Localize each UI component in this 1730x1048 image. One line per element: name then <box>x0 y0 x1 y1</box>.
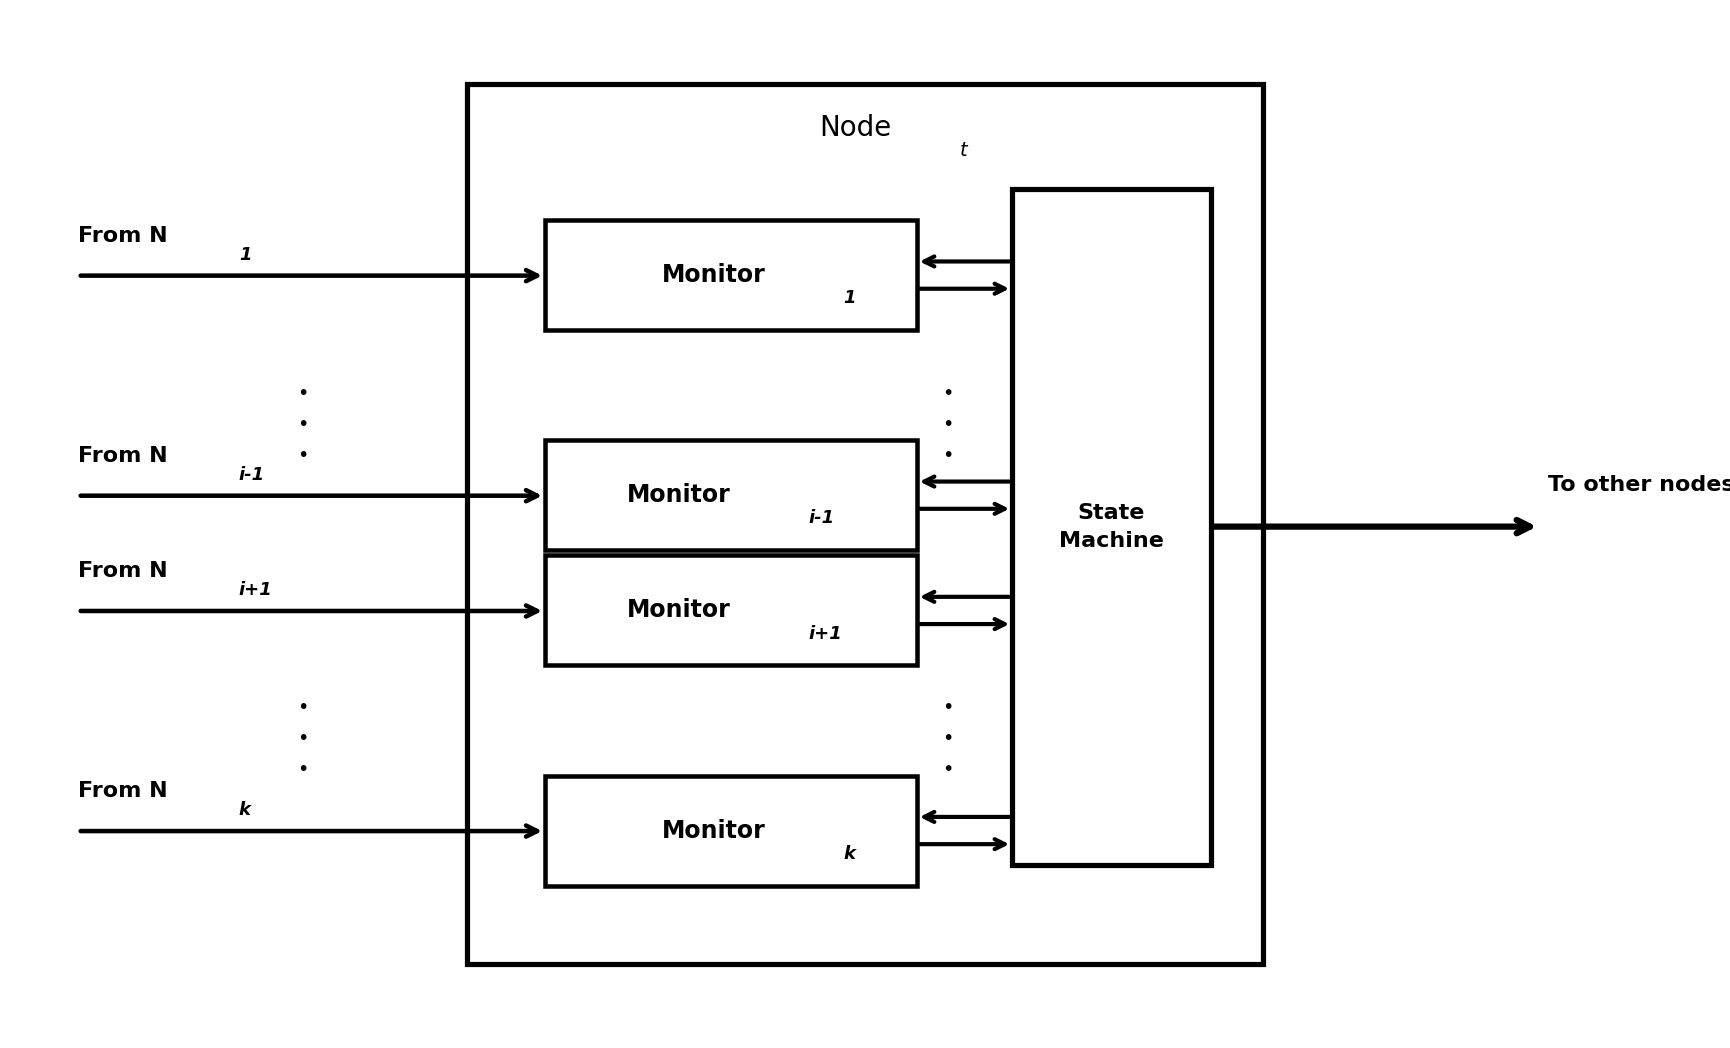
Text: State
Machine: State Machine <box>1059 503 1164 550</box>
Text: From N: From N <box>78 561 168 582</box>
Text: •
•
•: • • • <box>943 384 953 465</box>
Text: Monitor: Monitor <box>628 598 730 623</box>
Text: t: t <box>960 141 967 160</box>
Text: Node: Node <box>818 114 891 141</box>
Bar <box>545 555 917 665</box>
Text: i+1: i+1 <box>810 625 843 642</box>
Text: To other nodes: To other nodes <box>1548 475 1730 495</box>
Text: 1: 1 <box>239 245 251 264</box>
Text: k: k <box>239 801 251 820</box>
Text: Monitor: Monitor <box>628 483 730 507</box>
Text: Monitor: Monitor <box>663 818 765 843</box>
Text: •
•
•: • • • <box>298 384 308 465</box>
Bar <box>545 220 917 330</box>
Bar <box>1012 189 1211 865</box>
Bar <box>467 84 1263 964</box>
Bar <box>545 440 917 550</box>
Text: 1: 1 <box>844 289 856 307</box>
Text: •
•
•: • • • <box>943 698 953 780</box>
Text: From N: From N <box>78 445 168 466</box>
Text: i-1: i-1 <box>810 509 836 527</box>
Text: i-1: i-1 <box>239 465 265 484</box>
Text: From N: From N <box>78 781 168 802</box>
Text: Monitor: Monitor <box>663 263 765 287</box>
Text: k: k <box>844 845 855 863</box>
Text: From N: From N <box>78 225 168 246</box>
Text: •
•
•: • • • <box>298 698 308 780</box>
Bar <box>545 776 917 886</box>
Text: i+1: i+1 <box>239 581 273 599</box>
